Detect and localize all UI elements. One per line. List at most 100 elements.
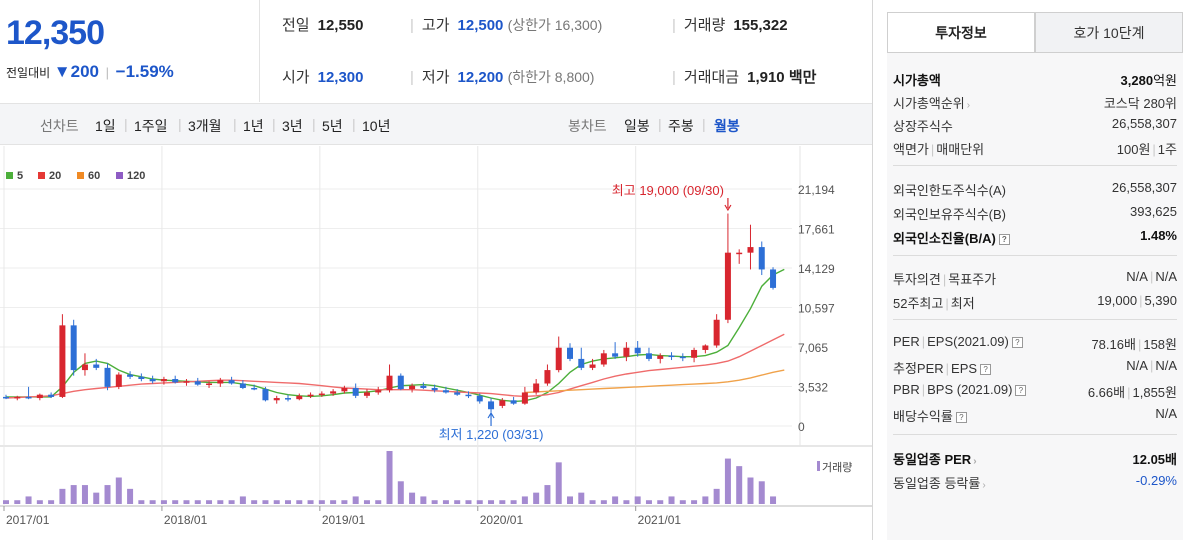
row-value: 1.48% <box>1140 228 1177 243</box>
volume-bar <box>533 492 540 504</box>
row-per: PER | EPS(2021.09)? 78.16배 | 158원 <box>893 334 1177 352</box>
volume-bar <box>589 500 596 504</box>
volume-bar <box>488 500 495 504</box>
quote-value: 1,910 <box>747 69 785 86</box>
candle-body <box>330 391 337 394</box>
period-3m[interactable]: 3개월 <box>188 118 222 134</box>
candle-body <box>194 381 201 385</box>
candle-body <box>724 252 731 320</box>
candle-body <box>409 385 416 390</box>
volume-bar <box>36 500 43 504</box>
volume-bar <box>544 485 551 504</box>
row-foreign-exhaustion: 외국인소진율(B/A)? 1.48% <box>893 225 1177 247</box>
row-value: -0.29% <box>1135 473 1177 488</box>
volume-bar <box>318 500 325 504</box>
moving-average-ma5 <box>6 268 785 403</box>
volume-bar <box>93 492 100 504</box>
row-market-cap-rank[interactable]: 시가총액순위 › 코스닥 280위 <box>893 90 1177 112</box>
row-value: 26,558,307 <box>1111 180 1177 195</box>
volume-bar <box>521 496 528 504</box>
row-value: 78.16배 <box>1091 337 1136 352</box>
chevron-right-icon: › <box>982 480 986 491</box>
row-value: N/A <box>1155 406 1177 421</box>
row-52week: 52주최고 | 최저 19,000 | 5,390 <box>893 293 1177 311</box>
candle-body <box>420 385 427 388</box>
volume-bar <box>623 500 630 504</box>
volume-bar <box>104 485 111 504</box>
volume-bar <box>307 500 314 504</box>
volume-bar <box>296 500 303 504</box>
candle-body <box>206 383 213 386</box>
divider <box>893 434 1177 435</box>
quote-label: 거래대금 <box>683 69 740 86</box>
candle-body <box>567 347 573 359</box>
candle-body <box>758 247 765 270</box>
volume-bar <box>14 500 21 504</box>
row-label: 동일업종 등락률 <box>893 476 981 491</box>
price-change-row: 전일대비 ▼200 | −1.59% <box>6 62 174 82</box>
volume-bar <box>634 496 641 504</box>
help-icon[interactable]: ? <box>998 234 1010 245</box>
change-label: 전일대비 <box>6 66 51 80</box>
candle-body <box>318 393 325 396</box>
candle-body <box>578 358 585 368</box>
moving-average-ma60 <box>524 369 785 394</box>
row-value-2: 1,855원 <box>1132 385 1178 400</box>
candle-body <box>93 364 100 368</box>
row-par-value: 액면가 | 매매단위 100원 | 1주 <box>893 142 1177 157</box>
volume-bar <box>431 500 438 504</box>
row-label: 시가총액 <box>893 73 941 88</box>
candle-body <box>668 355 675 358</box>
volume-bar <box>285 500 291 504</box>
quote-high: | 고가 12,500 (상한가 16,300) <box>410 17 603 34</box>
row-value-2: N/A <box>1155 269 1177 284</box>
period-1d[interactable]: 1일 <box>95 118 116 134</box>
volume-bar <box>691 500 698 504</box>
candle-body <box>476 395 483 402</box>
volume-bar <box>206 500 213 504</box>
row-value: N/A <box>1126 269 1148 284</box>
row-label: 추정PER <box>893 361 944 376</box>
volume-bar <box>612 496 619 504</box>
candle-daily[interactable]: 일봉 <box>624 118 650 134</box>
quote-low: | 저가 12,200 (하한가 8,800) <box>410 69 595 86</box>
quote-label: 고가 <box>421 17 450 34</box>
help-icon[interactable]: ? <box>980 364 992 375</box>
tab-investment-info[interactable]: 투자정보 <box>887 12 1035 53</box>
help-icon[interactable]: ? <box>1015 385 1027 396</box>
row-sector-change[interactable]: 동일업종 등락률 › -0.29% <box>893 470 1177 492</box>
legend-swatch <box>116 172 123 179</box>
candle-weekly[interactable]: 주봉 <box>668 118 694 134</box>
period-1y[interactable]: 1년 <box>243 118 264 134</box>
row-sector-per[interactable]: 동일업종 PER › 12.05배 <box>893 446 1177 468</box>
row-label: 외국인한도주식수(A) <box>893 183 1007 198</box>
stock-chart: 21,194 17,661 14,129 10,597 7,065 3,532 0 2017/… <box>0 146 872 540</box>
change-value: 200 <box>70 62 99 81</box>
y-tick-label: 17,661 <box>798 223 835 237</box>
period-5y[interactable]: 5년 <box>322 118 343 134</box>
volume-bar <box>228 500 235 504</box>
change-separator: | <box>105 65 110 80</box>
legend-label: 5 <box>17 170 23 182</box>
period-1w[interactable]: 1주일 <box>134 118 168 134</box>
y-tick-label: 7,065 <box>798 341 828 355</box>
tab-order-book-10[interactable]: 호가 10단계 <box>1035 12 1183 53</box>
candle-monthly[interactable]: 월봉 <box>714 118 740 134</box>
candle-body <box>341 387 348 392</box>
help-icon[interactable]: ? <box>955 412 967 423</box>
volume-bar <box>736 466 743 504</box>
line-chart-title: 선차트 <box>40 118 79 134</box>
volume-bar <box>160 500 167 504</box>
period-selector-bar: 선차트 1일 | 1주일 | 3개월 | 1년 | 3년 | 5년 | 10년 … <box>0 103 872 145</box>
volume-bar <box>70 485 77 504</box>
help-icon[interactable]: ? <box>1011 337 1023 348</box>
quote-label: 저가 <box>421 69 450 86</box>
row-value: 100원 <box>1116 142 1151 157</box>
period-10y[interactable]: 10년 <box>362 118 391 134</box>
volume-bar <box>194 500 201 504</box>
row-opinion: 투자의견 | 목표주가 N/A | N/A <box>893 269 1177 287</box>
period-3y[interactable]: 3년 <box>282 118 303 134</box>
candle-body <box>48 394 55 397</box>
volume-legend-swatch <box>817 461 820 471</box>
